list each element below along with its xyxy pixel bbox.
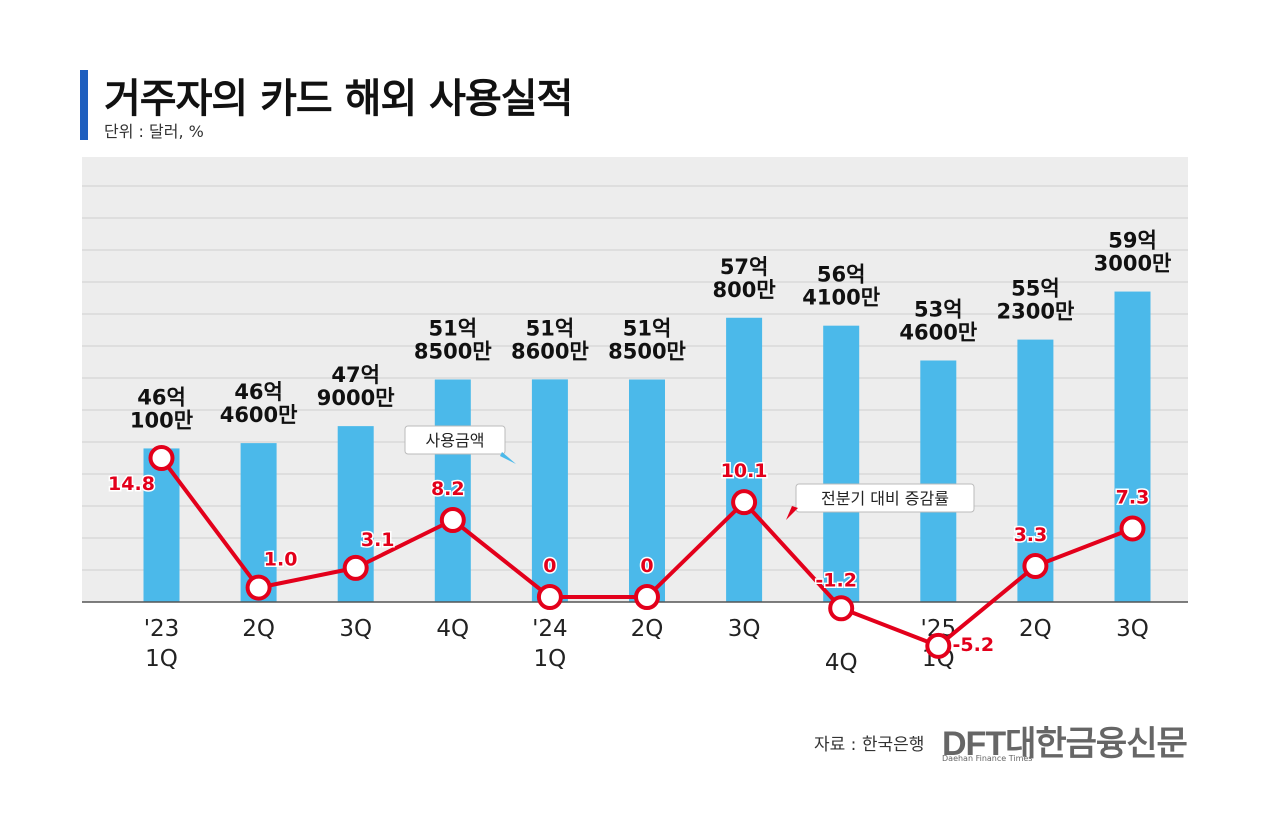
bar-value-label: 53억 4600만 — [899, 297, 977, 344]
bar-value-label: 56억 4100만 — [802, 263, 880, 310]
x-tick-label: 3Q — [728, 616, 761, 642]
line-value-label: 0 — [640, 555, 653, 577]
line-value-label: 10.1 — [721, 460, 768, 482]
line-value-label: 3.3 — [1014, 524, 1048, 546]
bar-callout-pointer — [500, 452, 516, 464]
source-note: 자료 : 한국은행 — [814, 735, 925, 755]
chart-title: 거주자의 카드 해외 사용실적 — [104, 76, 573, 122]
x-tick-label: '24 1Q — [532, 616, 568, 672]
line-callout-pointer — [786, 506, 798, 520]
line-callout: 전분기 대비 증감률 — [786, 483, 975, 520]
bar-callout-label: 사용금액 — [426, 431, 485, 450]
bar — [920, 360, 957, 602]
line-marker — [439, 507, 466, 534]
line-value-label: 14.8 — [108, 473, 155, 495]
bar — [434, 379, 471, 602]
bar-value-label: 51억 8500만 — [608, 317, 686, 364]
line-value-label: 7.3 — [1116, 486, 1150, 508]
bar-value-label: 46억 100만 — [130, 385, 193, 432]
publisher-logo: DFT대한금융신문 Daehan Finance Times — [942, 716, 1202, 766]
x-tick-label: '23 1Q — [144, 616, 180, 672]
line-value-label: -5.2 — [953, 634, 995, 656]
unit-label: 단위 : 달러, % — [104, 122, 204, 141]
bar-callout-box — [404, 425, 506, 455]
bar — [1114, 291, 1151, 602]
bar-value-label: 46억 4600만 — [220, 380, 298, 427]
line-value-label: 1.0 — [264, 549, 298, 571]
line-callout-box — [795, 483, 975, 513]
line-value-label: 0 — [543, 555, 556, 577]
line-value-label: 3.1 — [361, 529, 395, 551]
line-marker — [731, 489, 758, 516]
line-marker — [342, 554, 369, 581]
line-callout-label: 전분기 대비 증감률 — [821, 489, 949, 508]
bar-value-label: 47억 9000만 — [317, 363, 395, 410]
bar — [726, 317, 763, 602]
line-marker — [245, 574, 272, 601]
line-marker — [828, 595, 855, 622]
line-value-label: -1.2 — [815, 569, 857, 591]
bar-callout: 사용금액 — [404, 425, 516, 464]
line-marker — [536, 584, 563, 610]
line-marker — [1022, 553, 1049, 580]
bar-value-label: 51억 8500만 — [414, 317, 492, 364]
logo-wordmark: DFT대한금융신문 — [942, 725, 1188, 763]
line-marker — [1119, 515, 1146, 542]
bar-value-label: 55억 2300만 — [997, 277, 1075, 324]
bar — [531, 379, 568, 602]
line-marker — [148, 445, 175, 472]
x-tick-label: 3Q — [1116, 616, 1149, 642]
logo-subtitle: Daehan Finance Times — [942, 754, 1033, 763]
bar-value-label: 57억 800만 — [713, 255, 776, 302]
x-tick-label: 4Q — [825, 650, 858, 676]
line-marker — [634, 584, 660, 610]
x-tick-label: 2Q — [242, 616, 275, 642]
x-tick-label: 2Q — [1019, 616, 1052, 642]
x-tick-label: 3Q — [339, 616, 372, 642]
title-accent-bar — [80, 70, 88, 140]
x-tick-label: 4Q — [436, 616, 469, 642]
line-value-label: 8.2 — [431, 478, 465, 500]
bar-value-label: 59억 3000만 — [1094, 229, 1172, 276]
line-marker — [925, 632, 952, 659]
bar — [143, 448, 180, 602]
bar-value-label: 51억 8600만 — [511, 316, 589, 363]
bar — [823, 325, 860, 602]
bar — [629, 379, 665, 602]
x-tick-label: 2Q — [631, 616, 664, 642]
